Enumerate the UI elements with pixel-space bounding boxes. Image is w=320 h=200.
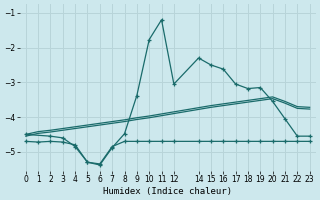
X-axis label: Humidex (Indice chaleur): Humidex (Indice chaleur) — [103, 187, 232, 196]
